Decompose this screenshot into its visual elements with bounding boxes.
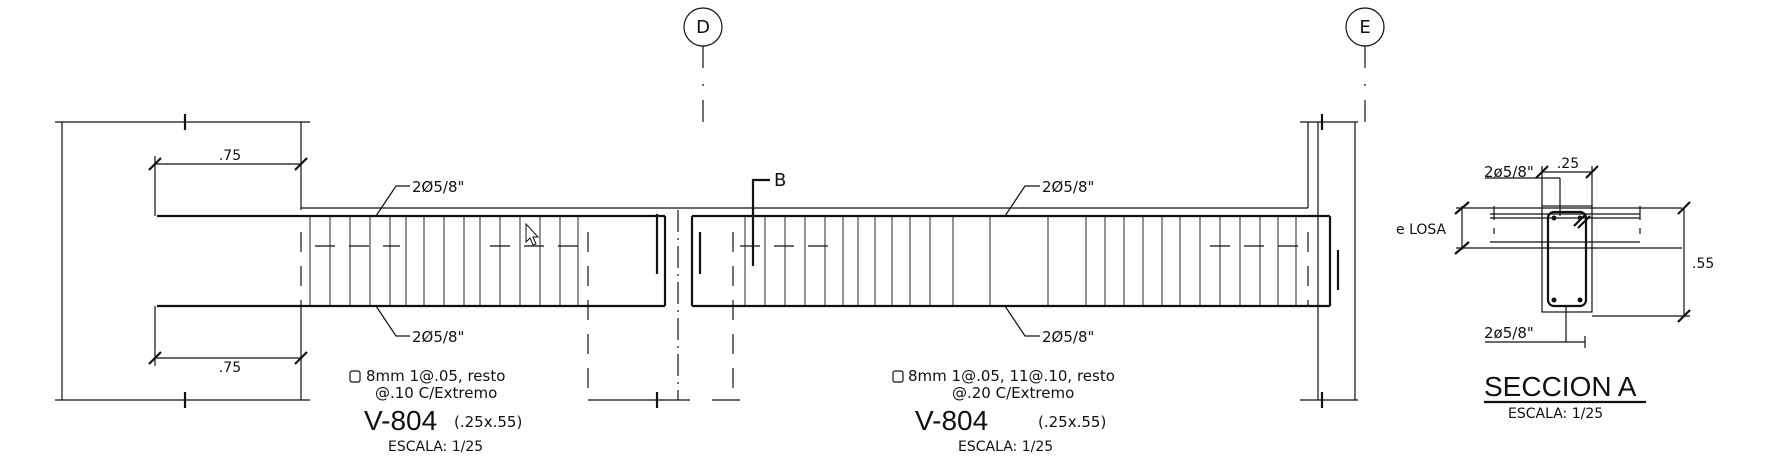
beam-left-bottom-rebar-label: 2Ø5/8" [412,328,464,346]
section-height-value: .55 [1692,256,1714,272]
section-scale: ESCALA: 1/25 [1508,406,1603,422]
stirrup-icon [349,370,361,383]
beam-left-stirrup-line2: @.10 C/Extremo [375,384,497,402]
section-mark-b: B [774,170,786,191]
beam-left-name: V-804 [364,405,437,436]
dimension-bottom-075: .75 [148,306,308,376]
beam-left-top-rebar-label: 2Ø5/8" [412,178,464,196]
section-slab-label: e LOSA [1396,222,1447,238]
section-bottom-rebar-label: 2ø5/8" [1484,324,1534,342]
section-a: e LOSA .25 2ø5/8" .55 [1396,156,1714,422]
section-title: SECCION A [1484,371,1637,402]
beam-right-size: (.25x.55) [1038,413,1106,431]
section-stirrup [1546,210,1588,308]
grid-axis-d-label: D [696,17,710,38]
beam-right-stirrup-line2: @.20 C/Extremo [952,384,1074,402]
beam-right-name: V-804 [915,405,988,436]
grid-axis-e-label: E [1359,17,1370,38]
grid-axis-d: D [677,7,723,400]
beam-right-stirrups [744,216,1297,306]
section-top-rebar-label: 2ø5/8" [1484,163,1534,181]
dimension-top-value: .75 [219,148,241,164]
section-outline [1541,205,1593,313]
beam-right: B [690,114,1358,408]
beam-right-stirrup-line1: 8mm 1@.05, 11@.10, resto [908,367,1115,385]
beam-right-top-rebar-label: 2Ø5/8" [1042,178,1094,196]
beam-left: .75 .75 2Ø5/8" 2Ø5/8" [148,148,1308,408]
beam-left-scale: ESCALA: 1/25 [388,439,483,455]
grid-axis-e: E [1345,7,1385,122]
beam-left-stirrups [309,216,579,306]
beam-right-labels: 8mm 1@.05, 11@.10, resto @.20 C/Extremo … [892,367,1115,455]
rebar-dot [1577,297,1583,303]
dimension-bottom-value: .75 [219,360,241,376]
section-width-value: .25 [1557,156,1579,172]
mouse-pointer-icon [525,222,540,246]
rebar-dot [1551,215,1557,221]
stirrup-icon [892,370,904,383]
beam-left-labels: 8mm 1@.05, resto @.10 C/Extremo V-804 (.… [349,367,522,455]
dimension-top-075: .75 [148,148,308,216]
beam-right-bottom-rebar-label: 2Ø5/8" [1042,328,1094,346]
beam-right-scale: ESCALA: 1/25 [958,439,1053,455]
beam-left-stirrup-line1: 8mm 1@.05, resto [366,367,505,385]
rebar-dot [1551,297,1557,303]
section-cut-line [751,178,770,266]
beam-left-size: (.25x.55) [454,413,522,431]
left-column [55,114,310,408]
